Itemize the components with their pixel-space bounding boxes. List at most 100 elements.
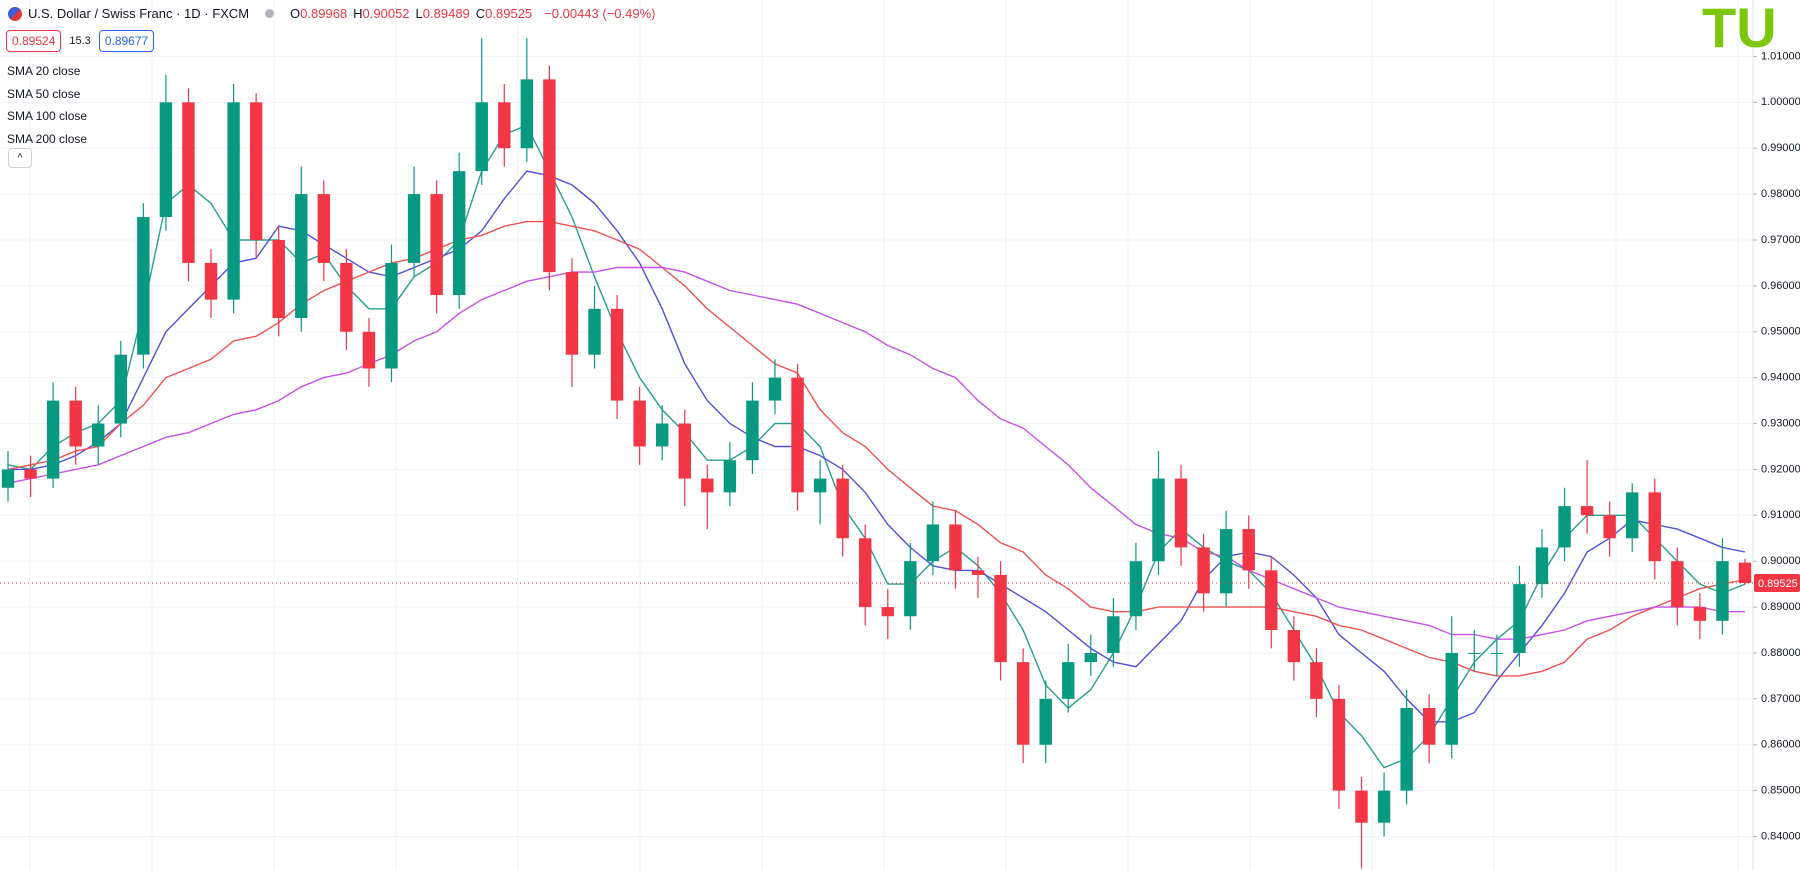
ohlc-key: H <box>353 6 363 21</box>
candle-body <box>159 102 173 218</box>
candle-body <box>926 524 940 562</box>
candle-body <box>1558 506 1571 548</box>
indicator-legend: SMA 20 close SMA 50 close SMA 100 close SMA… <box>7 60 87 150</box>
y-tick-label: 0.96000 <box>1761 280 1800 292</box>
ohlc-values: O0.89968 H0.90052 L0.89489 C0.89525 <box>290 6 538 21</box>
candle-body <box>949 524 962 571</box>
candle-body <box>971 570 985 575</box>
candle-body <box>1738 562 1752 583</box>
candle-body <box>565 272 579 355</box>
candle-body <box>46 400 60 479</box>
ohlc-value: 0.89968 <box>300 6 348 21</box>
candle-body <box>1332 698 1346 791</box>
candle-body <box>1 469 15 488</box>
candle-body <box>1377 790 1391 823</box>
sma-lines <box>7 124 1746 769</box>
candle-body <box>520 79 534 149</box>
candle-body <box>1152 478 1165 562</box>
y-tick-label: 0.92000 <box>1761 463 1800 475</box>
candle-body <box>1107 616 1120 653</box>
candle-body <box>1716 561 1729 621</box>
candle-body <box>407 194 421 263</box>
candle-body <box>430 194 443 296</box>
y-tick-label: 0.95000 <box>1761 326 1800 338</box>
candle-body <box>723 460 737 493</box>
y-tick-label: 0.93000 <box>1761 417 1800 429</box>
sma-line <box>7 266 1745 640</box>
last-price-box <box>1754 573 1800 592</box>
candle-body <box>475 102 488 172</box>
candle-body <box>813 478 827 493</box>
collapse-button[interactable]: ^ <box>8 148 32 168</box>
candle-body <box>791 377 804 493</box>
legend-entry[interactable]: SMA 20 close <box>7 64 81 78</box>
candle-body <box>1626 492 1639 539</box>
symbol-title[interactable]: U.S. Dollar / Swiss Franc · 1D · FXCM <box>28 6 250 21</box>
candle-body <box>1490 652 1504 654</box>
candle-body <box>633 400 646 447</box>
candle-body <box>1310 662 1323 699</box>
candle-body <box>1671 561 1684 608</box>
ohlc-key: O <box>290 6 301 21</box>
candle-body <box>655 423 669 447</box>
candle-body <box>1174 478 1188 548</box>
candle-body <box>249 102 263 240</box>
candle-body <box>1084 652 1098 663</box>
legend-entry[interactable]: SMA 100 close <box>7 109 88 124</box>
candle-body <box>137 217 150 355</box>
candle-body <box>1287 630 1301 663</box>
candle-body <box>1265 570 1278 631</box>
y-tick-label: 0.91000 <box>1761 509 1800 521</box>
candle-body <box>204 262 218 300</box>
y-tick-label: 0.89000 <box>1761 601 1800 613</box>
logo[interactable]: TU <box>1702 0 1777 59</box>
y-tick-label: 0.87000 <box>1761 693 1800 705</box>
candle-body <box>1445 652 1458 745</box>
ohlc-key: C <box>475 6 486 21</box>
candle-body <box>114 354 127 424</box>
candle-body <box>317 194 331 263</box>
candle-body <box>1355 790 1368 823</box>
y-tick-label: 0.86000 <box>1761 739 1800 751</box>
sell-button[interactable]: 0.89524 <box>6 30 62 52</box>
sma-line <box>8 170 1746 723</box>
buy-button[interactable]: 0.89677 <box>98 30 155 52</box>
candle-body <box>904 561 917 617</box>
candle-body <box>1016 662 1030 745</box>
candle-body <box>588 308 601 355</box>
legend-entry[interactable]: SMA 50 close <box>7 86 81 101</box>
candles <box>1 38 1752 869</box>
y-tick-label: 0.97000 <box>1761 234 1800 246</box>
ohlc-value: 0.90052 <box>362 6 410 21</box>
candle-body <box>768 377 782 401</box>
candle-body <box>701 478 714 493</box>
candle-body <box>1603 515 1616 539</box>
y-tick-label: 0.98000 <box>1761 188 1800 200</box>
candle-body <box>182 102 195 263</box>
y-tick-label: 1.00000 <box>1761 96 1800 108</box>
price-change: −0.00443 (−0.49%) <box>544 6 656 21</box>
symbol-header: U.S. Dollar / Swiss Franc · 1D · FXCM O0… <box>8 6 655 21</box>
candle-body <box>295 194 308 318</box>
candle-body <box>1693 607 1707 621</box>
ohlc-key: L <box>415 6 423 21</box>
candle-body <box>1535 547 1549 585</box>
candle-body <box>1219 529 1233 594</box>
candle-body <box>1242 529 1255 571</box>
candle-body <box>385 262 398 369</box>
candle-body <box>498 102 511 149</box>
candle-body <box>678 423 691 479</box>
candle-body <box>362 331 376 369</box>
candle-body <box>1468 652 1481 654</box>
grid <box>0 0 1753 870</box>
candle-body <box>69 400 82 447</box>
legend-entry[interactable]: SMA 200 close <box>7 131 88 146</box>
symbol-icon <box>8 6 22 21</box>
candle-body <box>1580 506 1594 516</box>
y-tick-label: 0.94000 <box>1761 372 1800 384</box>
candle-body <box>227 102 240 300</box>
y-tick-label: 0.84000 <box>1761 830 1800 842</box>
sma-line <box>7 124 1746 769</box>
candle-body <box>1422 708 1436 745</box>
